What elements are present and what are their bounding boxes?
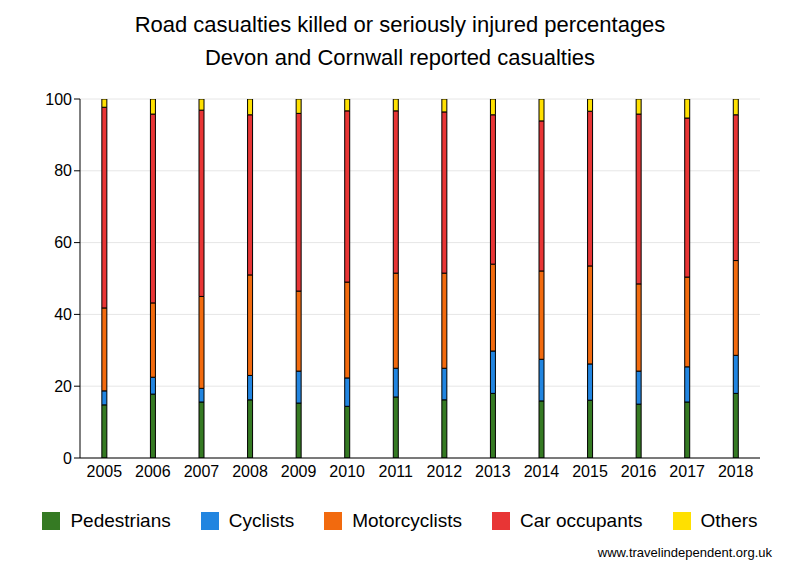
svg-text:2014: 2014 — [524, 463, 560, 480]
svg-text:2013: 2013 — [475, 463, 511, 480]
html-text:Motorcyclists: Motorcyclists — [352, 510, 462, 531]
svg-text:2011: 2011 — [379, 463, 414, 480]
svg-text:0: 0 — [63, 450, 72, 467]
html-text:Road casualties killed or seri: Road casualties killed or seriously inju… — [134, 12, 666, 37]
svg-text:2012: 2012 — [426, 463, 462, 480]
svg-text:60: 60 — [54, 234, 72, 251]
svg-text:2018: 2018 — [718, 463, 754, 480]
html-text:Pedestrians: Pedestrians — [70, 510, 171, 531]
svg-text:2007: 2007 — [184, 463, 220, 480]
svg-text:2010: 2010 — [329, 463, 365, 480]
svg-text:40: 40 — [54, 306, 72, 323]
svg-text:20: 20 — [54, 378, 72, 395]
svg-text:2005: 2005 — [86, 463, 122, 480]
svg-text:2006: 2006 — [135, 463, 171, 480]
html-text:Cyclists: Cyclists — [228, 510, 295, 531]
html-text:www.travelindependent.org.uk: www.travelindependent.org.uk — [597, 545, 772, 560]
svg-text:2016: 2016 — [621, 463, 657, 480]
svg-text:100: 100 — [45, 91, 72, 108]
svg-text:2017: 2017 — [669, 463, 705, 480]
svg-text:2015: 2015 — [572, 463, 608, 480]
html-text:Devon and Cornwall reported ca: Devon and Cornwall reported casualties — [204, 45, 595, 70]
html-text:Others: Others — [700, 510, 758, 531]
svg-text:2009: 2009 — [281, 463, 317, 480]
svg-text:2008: 2008 — [232, 463, 268, 480]
html-text:Car occupants: Car occupants — [520, 510, 643, 531]
svg-text:80: 80 — [54, 162, 72, 179]
